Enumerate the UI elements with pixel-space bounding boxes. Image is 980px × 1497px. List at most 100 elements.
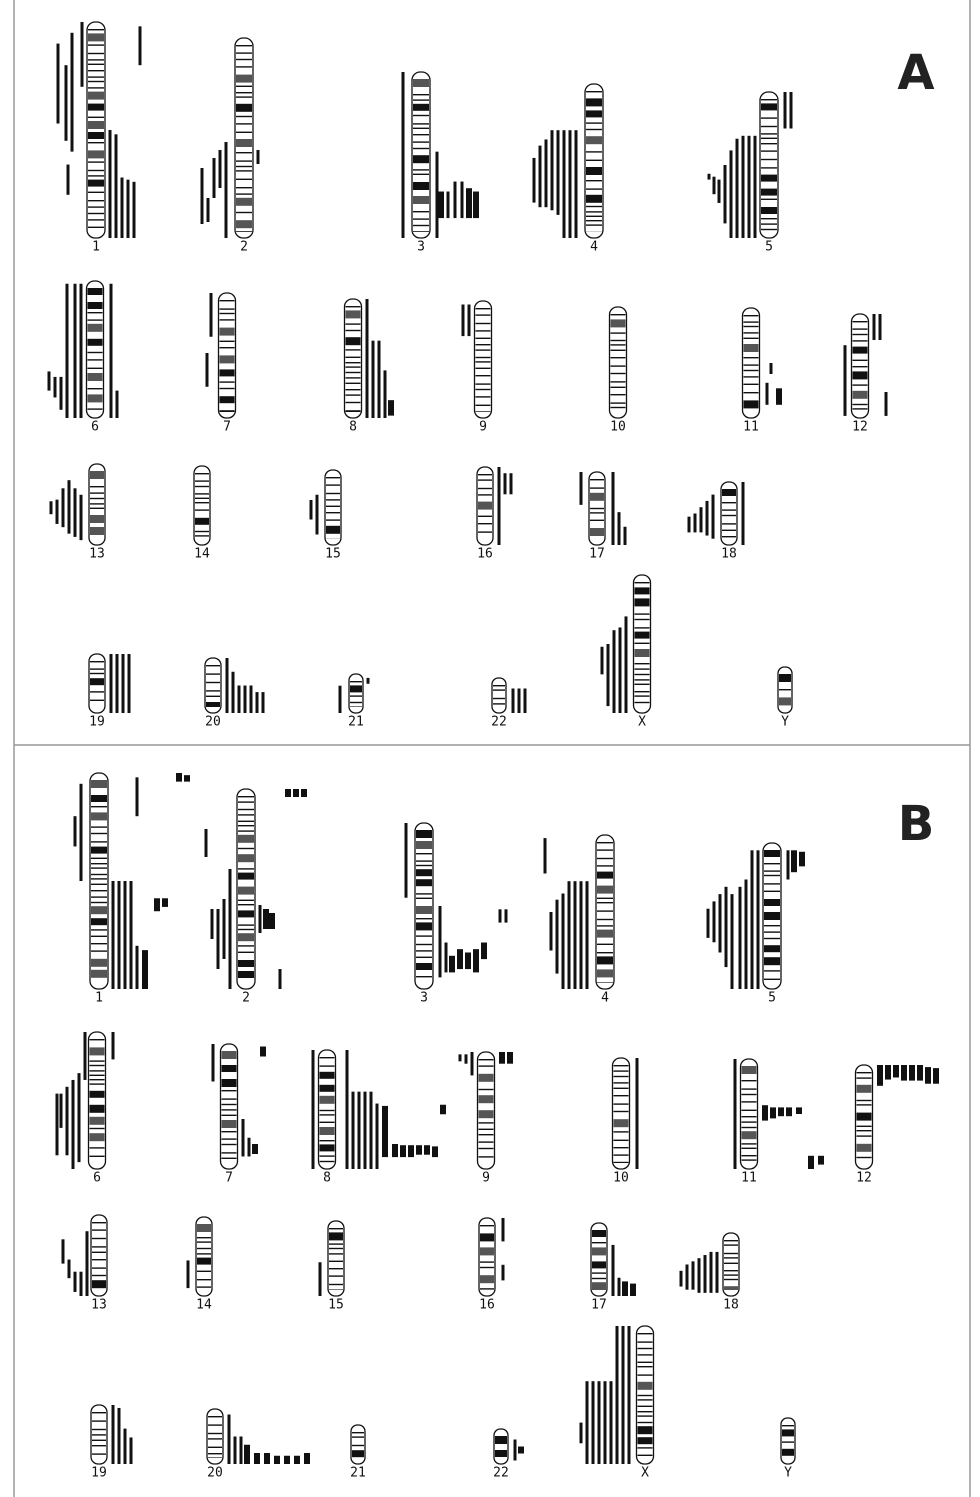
band <box>90 1105 105 1113</box>
aberration-bar <box>225 142 228 238</box>
aberration-bar <box>84 1032 87 1080</box>
aberration-bar <box>625 616 628 713</box>
aberration-bar <box>432 1146 438 1157</box>
band <box>208 1433 222 1434</box>
band <box>724 1240 738 1241</box>
band <box>614 1082 629 1083</box>
aberration-bar <box>136 777 139 816</box>
band <box>597 919 613 920</box>
aberration-bar <box>499 909 502 922</box>
aberration-bar <box>234 1437 237 1465</box>
band <box>92 1412 106 1413</box>
aberration-bar <box>136 946 139 989</box>
band <box>853 408 868 409</box>
aberration-bar <box>580 881 583 989</box>
band <box>722 530 736 531</box>
band <box>90 492 104 493</box>
aberration-bar <box>736 139 739 238</box>
band <box>88 44 104 45</box>
aberration-bar <box>259 905 262 933</box>
band <box>744 370 759 371</box>
aberration-bar <box>124 881 127 989</box>
chromosome-label: 6 <box>93 1171 101 1186</box>
aberration-bar <box>791 850 797 872</box>
aberration-bar <box>392 1144 398 1157</box>
band <box>495 1436 507 1444</box>
band <box>480 1288 494 1289</box>
band <box>742 1066 757 1074</box>
band <box>222 1158 237 1159</box>
band <box>590 520 604 521</box>
band <box>326 493 340 494</box>
band <box>88 29 104 30</box>
aberration-bar <box>223 899 226 959</box>
band <box>92 1259 106 1260</box>
band <box>88 59 104 60</box>
band <box>764 912 780 920</box>
aberration-bar <box>694 514 697 533</box>
band <box>614 1065 629 1066</box>
band <box>493 703 505 704</box>
band <box>236 220 252 228</box>
aberration-bar <box>734 1059 737 1169</box>
band <box>91 806 107 807</box>
aberration-bar <box>65 65 68 141</box>
band <box>761 103 777 110</box>
band <box>413 148 429 149</box>
band <box>320 1065 335 1066</box>
aberration-bar <box>74 488 77 537</box>
band <box>764 970 780 971</box>
aberration-bar <box>304 1453 310 1464</box>
band <box>88 227 104 228</box>
band <box>744 338 759 339</box>
aberration-bar <box>210 293 213 337</box>
band <box>476 314 491 315</box>
aberration-bar <box>698 1258 701 1293</box>
chromosome-label: 7 <box>225 1171 233 1186</box>
band <box>764 945 780 952</box>
band <box>350 702 362 703</box>
aberration-bar <box>74 816 77 846</box>
aberration-bar <box>438 192 444 219</box>
band <box>220 388 235 389</box>
band <box>238 952 254 953</box>
aberration-bar <box>601 647 604 675</box>
band <box>208 1416 222 1417</box>
band <box>635 649 650 657</box>
band <box>320 1144 335 1151</box>
band <box>586 188 602 189</box>
band <box>220 369 235 376</box>
band <box>90 527 104 535</box>
chromosome-label: Y <box>784 1466 792 1481</box>
ideogram <box>741 1059 758 1169</box>
band <box>742 1116 757 1117</box>
aberration-bar <box>610 1381 613 1464</box>
band <box>586 224 602 225</box>
band <box>479 1074 494 1082</box>
band <box>326 526 340 534</box>
chromosome: 10 <box>610 307 627 435</box>
chromosome-label: 16 <box>479 1298 495 1313</box>
aberration-bar <box>909 1065 915 1081</box>
aberration-bar <box>56 1094 59 1156</box>
aberration-bar <box>219 150 222 188</box>
band <box>742 1101 757 1102</box>
band <box>416 918 432 919</box>
aberration-bar <box>358 1092 361 1169</box>
band <box>782 1425 794 1426</box>
band <box>329 1284 343 1285</box>
aberration-bar <box>569 130 572 238</box>
band <box>195 502 209 503</box>
band <box>597 956 613 964</box>
band <box>90 1060 105 1061</box>
band <box>638 1348 653 1349</box>
band <box>597 930 613 938</box>
aberration-bar <box>745 880 748 990</box>
band <box>92 1267 106 1268</box>
band <box>91 867 107 868</box>
ideogram <box>221 1044 238 1169</box>
aberration-bar <box>708 174 711 180</box>
band <box>236 96 252 97</box>
aberration-bar <box>739 887 742 989</box>
aberration-bar <box>799 852 805 867</box>
